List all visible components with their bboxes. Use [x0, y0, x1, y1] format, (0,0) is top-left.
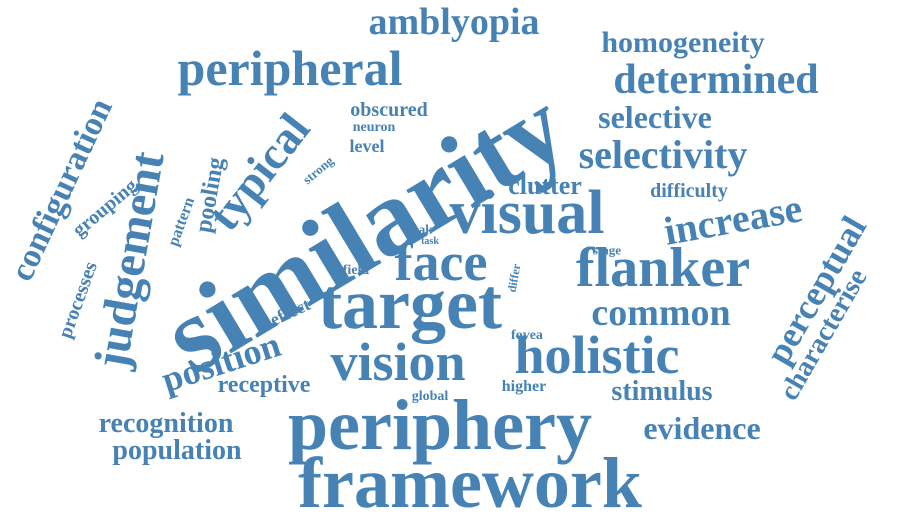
word-peripheral: peripheral	[177, 40, 403, 96]
word-stage: stage	[592, 242, 622, 258]
word-visual: visual	[449, 179, 605, 247]
word-amblyopia: amblyopia	[368, 1, 540, 43]
word-population: population	[112, 435, 242, 466]
word-fovea: fovea	[511, 328, 543, 343]
word-determined: determined	[613, 57, 819, 103]
word-recognition: recognition	[98, 408, 234, 439]
word-framework: framework	[298, 443, 642, 523]
word-selectivity: selectivity	[578, 132, 748, 177]
word-vision: vision	[330, 332, 466, 392]
word-common: common	[591, 292, 731, 334]
word-field: field	[342, 263, 370, 278]
word-task: task	[421, 236, 439, 247]
word-level: level	[349, 136, 385, 156]
word-clutter: clutter	[508, 171, 582, 200]
word-stimulus: stimulus	[611, 376, 713, 407]
word-configuration: configuration	[3, 92, 120, 287]
word-flanker: flanker	[575, 237, 751, 299]
word-global: global	[411, 389, 449, 404]
word-target: target	[318, 264, 502, 344]
word-evidence: evidence	[643, 410, 761, 446]
word-obscured: obscured	[350, 99, 428, 121]
word-holistic: holistic	[514, 325, 680, 385]
word-selective: selective	[598, 99, 712, 135]
word-weak: weak	[403, 221, 433, 237]
word-difficulty: difficulty	[650, 180, 728, 202]
word-neuron: neuron	[352, 120, 396, 135]
word-periphery: periphery	[288, 385, 592, 465]
word-differ: differ	[504, 262, 524, 294]
word-homogeneity: homogeneity	[601, 26, 765, 59]
word-receptive: receptive	[217, 372, 311, 398]
word-higher: higher	[501, 378, 547, 395]
word-face: face	[394, 232, 488, 292]
